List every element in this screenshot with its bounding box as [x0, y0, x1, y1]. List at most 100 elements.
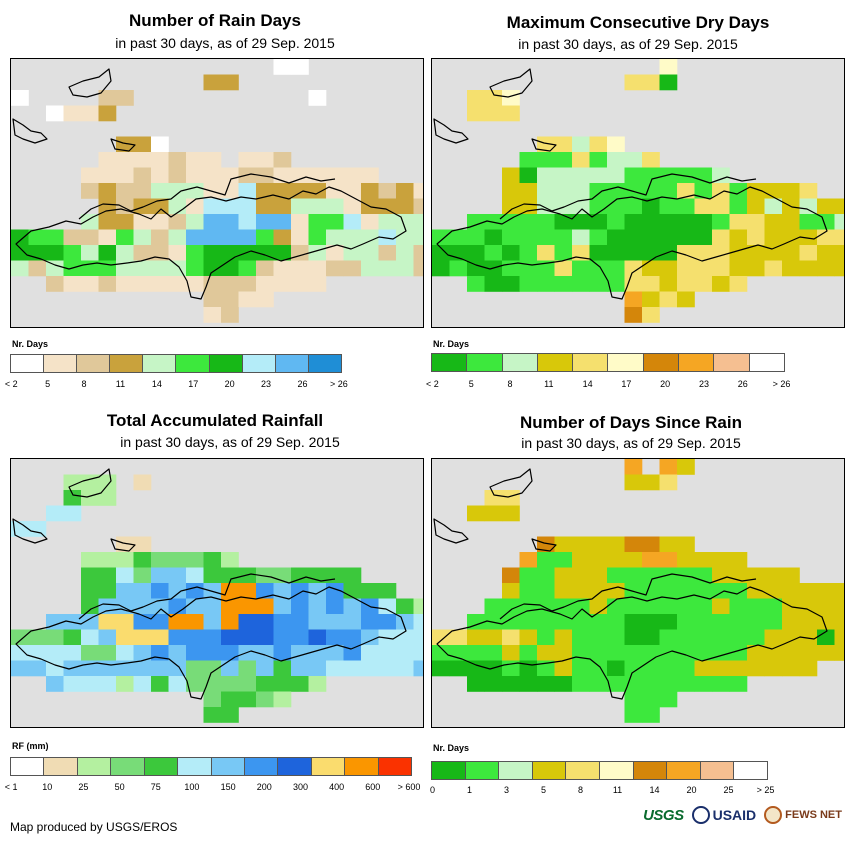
- grid-cell: [519, 214, 538, 230]
- grid-cell: [151, 676, 169, 692]
- grid-cell: [98, 183, 117, 199]
- grid-cell: [589, 645, 608, 661]
- grid-cell: [834, 214, 844, 230]
- grid-cell: [413, 645, 423, 661]
- grid-cell: [46, 229, 64, 246]
- grid-cell: [729, 198, 748, 215]
- grid-cell: [63, 505, 82, 522]
- grid-cell: [607, 536, 625, 553]
- grid-cell: [799, 214, 818, 230]
- grid-cell: [273, 598, 292, 615]
- legend-tick-label: 17: [621, 379, 632, 389]
- grid-cell: [256, 198, 274, 215]
- grid-cell: [712, 198, 730, 215]
- grid-cell: [449, 660, 468, 677]
- grid-cell: [554, 229, 573, 246]
- grid-cell: [168, 214, 187, 230]
- legend-swatch: [608, 354, 644, 371]
- grid-cell: [203, 645, 222, 661]
- map-dry-days[interactable]: [431, 58, 845, 328]
- grid-cell: [589, 276, 608, 292]
- grid-cell: [343, 660, 362, 677]
- grid-cell: [81, 583, 99, 599]
- grid-cell: [168, 583, 187, 599]
- grid-cell: [273, 260, 292, 277]
- grid-cell: [203, 152, 222, 168]
- grid-cell: [729, 629, 748, 646]
- grid-cell: [203, 276, 222, 292]
- grid-cell: [413, 629, 423, 646]
- grid-cell: [694, 614, 713, 630]
- grid-cell: [256, 276, 274, 292]
- grid-cell: [133, 229, 152, 246]
- usaid-logo: USAID: [691, 806, 756, 824]
- legend-swatch: [734, 762, 767, 779]
- grid-cell: [764, 260, 783, 277]
- legend-colorbar: [431, 353, 785, 372]
- grid-cell: [764, 660, 783, 677]
- grid-cell: [116, 276, 134, 292]
- grid-cell: [484, 505, 503, 522]
- grid-cell: [186, 598, 204, 615]
- grid-cell: [502, 229, 520, 246]
- grid-cell: [642, 474, 660, 491]
- map-total-rainfall[interactable]: [10, 458, 424, 728]
- grid-cell: [98, 614, 117, 630]
- grid-cell: [624, 229, 643, 246]
- map-days-since-rain[interactable]: [431, 458, 845, 728]
- grid-cell: [98, 645, 117, 661]
- grid-cell: [677, 629, 695, 646]
- grid-cell: [46, 645, 64, 661]
- grid-cell: [624, 598, 643, 615]
- grid-cell: [98, 598, 117, 615]
- grid-cell: [572, 536, 590, 553]
- grid-cell: [326, 629, 344, 646]
- grid-cell: [624, 552, 643, 568]
- grid-cell: [729, 183, 748, 199]
- grid-cell: [133, 276, 152, 292]
- grid-cell: [799, 583, 818, 599]
- grid-cell: [203, 707, 222, 723]
- legend-tick-label: 20: [686, 785, 697, 795]
- map-rain-days[interactable]: [10, 58, 424, 328]
- grid-cell: [537, 183, 555, 199]
- grid-cell: [659, 74, 678, 91]
- grid-cell: [326, 645, 344, 661]
- legend-swatch: [11, 758, 45, 775]
- grid-cell: [747, 629, 765, 646]
- grid-cell: [256, 229, 274, 246]
- grid-cell: [554, 567, 573, 584]
- grid-cell: [273, 214, 292, 230]
- grid-cell: [133, 598, 152, 615]
- grid-cell: [221, 245, 239, 261]
- legend-tick-label: 23: [261, 379, 272, 389]
- logo-strip: USGS USAID FEWS NET: [643, 806, 842, 824]
- grid-cell: [291, 229, 309, 246]
- island-outline: [68, 468, 112, 498]
- grid-cell: [168, 567, 187, 584]
- grid-cell: [624, 707, 643, 723]
- grid-cell: [642, 614, 660, 630]
- grid-cell: [396, 245, 414, 261]
- grid-cell: [116, 614, 134, 630]
- grid-cell: [659, 614, 678, 630]
- grid-cell: [168, 229, 187, 246]
- grid-cell: [186, 567, 204, 584]
- island-outline: [78, 573, 336, 620]
- legend-swatch: [178, 758, 212, 775]
- grid-cell: [589, 198, 608, 215]
- grid-cell: [624, 645, 643, 661]
- grid-cell: [502, 183, 520, 199]
- grid-cell: [98, 676, 117, 692]
- panel-subtitle: in past 30 days, as of 29 Sep. 2015: [115, 35, 335, 51]
- island-outline: [499, 573, 757, 620]
- grid-cell: [273, 229, 292, 246]
- grid-cell: [519, 183, 538, 199]
- grid-cell: [186, 645, 204, 661]
- grid-cell: [238, 660, 257, 677]
- grid-cell: [11, 629, 29, 646]
- grid-cell: [519, 229, 538, 246]
- grid-cell: [151, 183, 169, 199]
- grid-cell: [624, 152, 643, 168]
- grid-cell: [537, 260, 555, 277]
